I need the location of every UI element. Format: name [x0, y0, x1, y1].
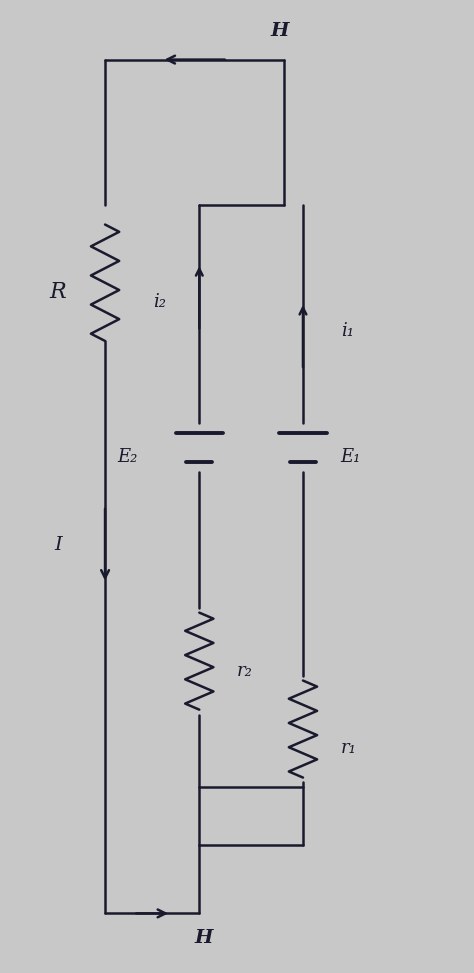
Text: i₂: i₂	[153, 293, 166, 311]
Text: E₂: E₂	[118, 449, 138, 466]
Text: H: H	[270, 22, 289, 40]
Text: I: I	[54, 536, 62, 554]
Text: R: R	[50, 281, 66, 304]
Text: E₁: E₁	[341, 449, 361, 466]
Text: i₁: i₁	[341, 322, 354, 341]
Text: r₁: r₁	[341, 739, 356, 757]
Text: H: H	[195, 929, 213, 948]
Text: r₂: r₂	[237, 662, 253, 680]
